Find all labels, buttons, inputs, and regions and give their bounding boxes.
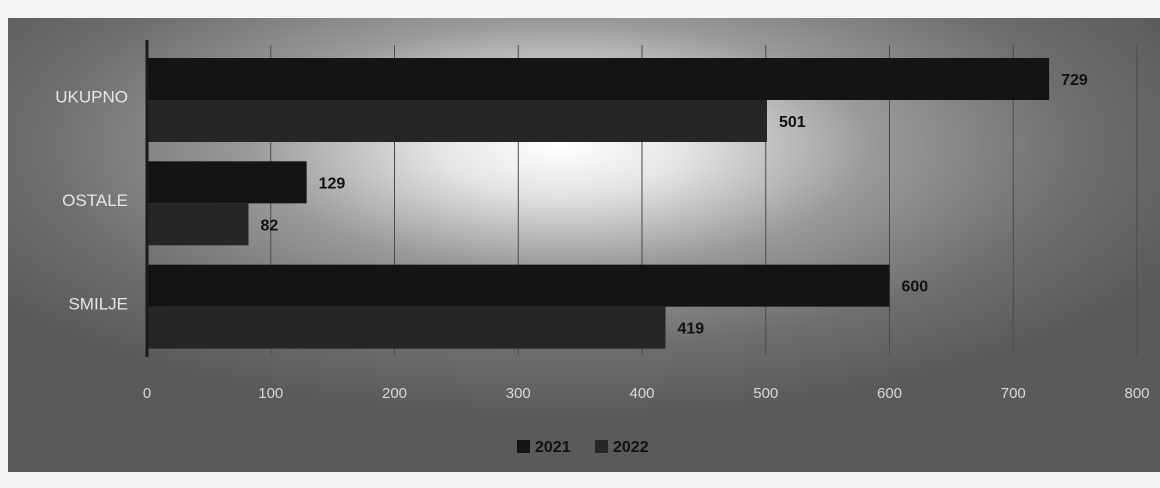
category-label: OSTALE [62, 191, 128, 210]
bar-2022 [147, 100, 767, 142]
legend-swatch [595, 440, 608, 453]
data-label: 82 [260, 217, 278, 234]
x-tick-label: 500 [753, 385, 778, 402]
data-label: 501 [779, 114, 806, 131]
x-tick-label: 100 [258, 385, 283, 402]
data-label: 419 [678, 321, 705, 338]
bar-2022 [147, 203, 248, 245]
x-tick-label: 300 [506, 385, 531, 402]
bar-2021 [147, 265, 890, 307]
category-label: UKUPNO [55, 88, 128, 107]
bar-2022 [147, 307, 666, 349]
x-tick-label: 600 [877, 385, 902, 402]
legend-label: 2021 [535, 439, 571, 456]
x-tick-label: 200 [382, 385, 407, 402]
category-label: SMILJE [68, 294, 128, 313]
x-tick-label: 400 [629, 385, 654, 402]
x-tick-label: 700 [1001, 385, 1026, 402]
legend-label: 2022 [613, 439, 649, 456]
bar-2021 [147, 58, 1049, 100]
x-tick-label: 800 [1124, 385, 1149, 402]
bar-2021 [147, 161, 307, 203]
x-tick-label: 0 [143, 385, 151, 402]
data-label: 729 [1061, 72, 1088, 89]
data-label: 600 [902, 279, 929, 296]
data-label: 129 [319, 175, 346, 192]
legend-swatch [517, 440, 530, 453]
